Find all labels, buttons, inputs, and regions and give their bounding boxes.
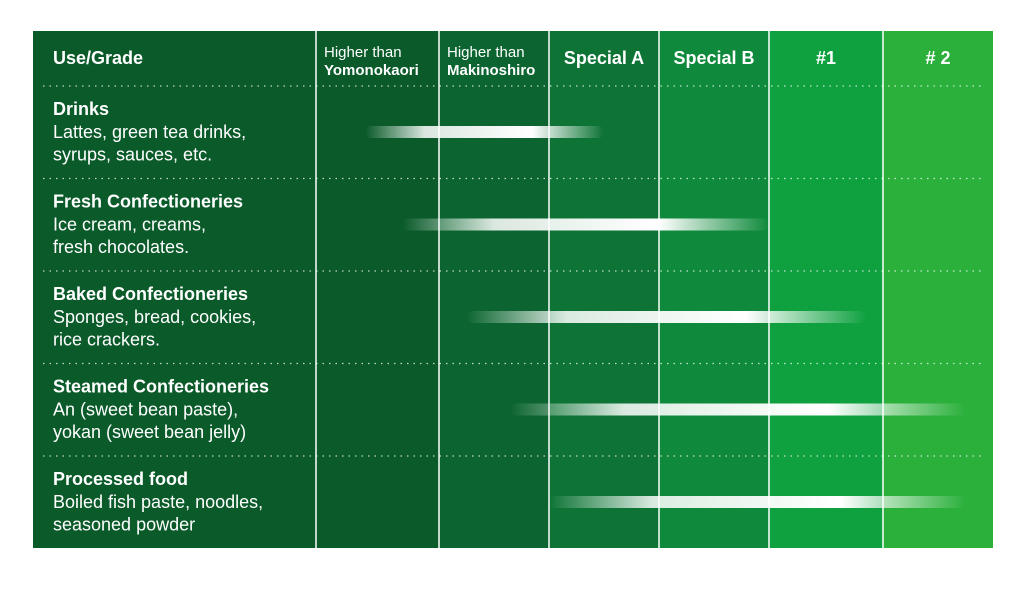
row-description: syrups, sauces, etc.: [53, 145, 212, 165]
row-description: rice crackers.: [53, 330, 160, 350]
grade-column-bg-5: [769, 31, 883, 548]
row-description: Lattes, green tea drinks,: [53, 122, 246, 142]
column-header-line2: Makinoshiro: [447, 62, 535, 79]
row-description: yokan (sweet bean jelly): [53, 422, 246, 442]
grade-range-bar: [466, 311, 866, 323]
row-title: Drinks: [53, 99, 109, 119]
row-description: seasoned powder: [53, 515, 195, 535]
column-header: # 2: [925, 48, 950, 68]
column-header: Special B: [673, 48, 754, 68]
grade-range-bar: [402, 218, 769, 231]
grade-column-bg-2: [439, 31, 549, 548]
row-title: Fresh Confectioneries: [53, 192, 243, 212]
column-header: #1: [816, 48, 836, 68]
grade-column-bg-6: [883, 31, 993, 548]
corner-label: Use/Grade: [53, 48, 143, 68]
row-title: Baked Confectioneries: [53, 284, 248, 304]
column-header-line2: Yomonokaori: [324, 62, 419, 79]
row-description: Ice cream, creams,: [53, 215, 206, 235]
grade-range-bar: [510, 403, 966, 416]
grade-column-bg-3: [549, 31, 659, 548]
row-description: Boiled fish paste, noodles,: [53, 492, 263, 512]
row-description: fresh chocolates.: [53, 237, 189, 257]
column-header: Special A: [564, 48, 644, 68]
grade-range-bar: [549, 496, 966, 508]
grade-column-bg-1: [316, 31, 439, 548]
row-description: Sponges, bread, cookies,: [53, 307, 256, 327]
grade-column-bg-4: [659, 31, 769, 548]
column-header-line1: Higher than: [447, 44, 525, 61]
row-description: An (sweet bean paste),: [53, 400, 238, 420]
row-title: Steamed Confectioneries: [53, 377, 269, 397]
label-column-bg: [33, 31, 316, 548]
column-header-line1: Higher than: [324, 44, 402, 61]
grade-range-bar: [365, 126, 604, 138]
row-title: Processed food: [53, 469, 188, 489]
